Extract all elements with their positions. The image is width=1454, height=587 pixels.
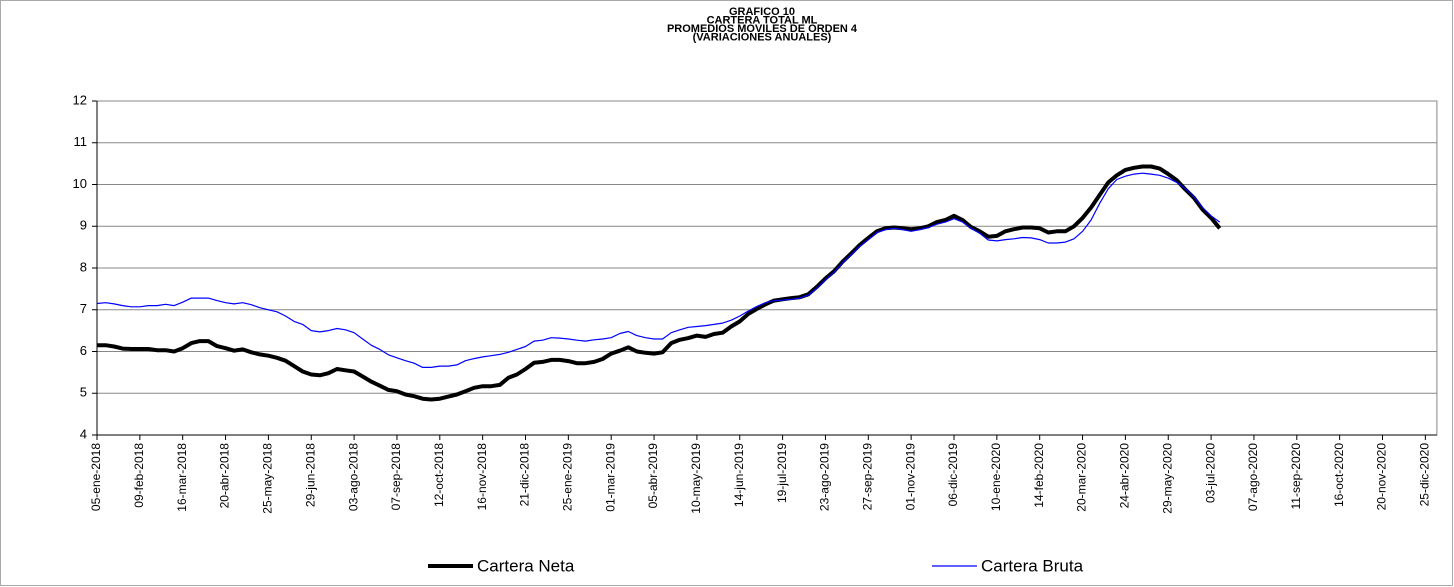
- series-line: [96, 172, 1221, 368]
- x-tick-label: 20-mar-2020: [1075, 443, 1089, 512]
- y-tick-label: 7: [80, 301, 87, 316]
- x-tick-label: 23-ago-2019: [818, 443, 832, 511]
- series-line: [97, 164, 1222, 402]
- y-tick-label: 9: [80, 218, 87, 233]
- x-tick-label: 03-ago-2018: [346, 443, 360, 511]
- x-tick-label: 16-nov-2018: [475, 443, 489, 511]
- y-tick-label: 8: [80, 259, 87, 274]
- x-tick-label: 25-may-2018: [261, 443, 275, 514]
- chart-title: CARTERA TOTAL ML: [707, 14, 818, 26]
- x-tick-label: 25-ene-2019: [561, 443, 575, 511]
- x-tick-label: 29-may-2020: [1160, 443, 1174, 514]
- chart-title: GRAFICO 10: [729, 6, 795, 18]
- x-tick-label: 20-abr-2018: [218, 443, 232, 509]
- chart-title: PROMEDIOS MOVILES DE ORDEN 4: [667, 23, 858, 35]
- x-tick-label: 12-oct-2018: [432, 443, 446, 507]
- y-tick-label: 5: [80, 385, 87, 400]
- x-tick-label: 01-nov-2019: [903, 443, 917, 511]
- legend-label: Cartera Bruta: [981, 556, 1084, 575]
- x-tick-label: 14-jun-2019: [732, 443, 746, 507]
- x-tick-label: 03-jul-2020: [1203, 443, 1217, 503]
- x-tick-label: 10-ene-2020: [989, 443, 1003, 511]
- chart-title: (VARIACIONES ANUALES): [693, 31, 832, 43]
- y-tick-label: 11: [74, 134, 88, 149]
- y-tick-label: 6: [80, 343, 87, 358]
- x-tick-label: 16-mar-2018: [175, 443, 189, 512]
- x-tick-label: 21-dic-2018: [518, 443, 532, 507]
- x-tick-label: 05-ene-2018: [89, 443, 103, 511]
- x-tick-label: 11-sep-2020: [1289, 443, 1303, 510]
- x-tick-label: 16-oct-2020: [1332, 443, 1346, 507]
- x-tick-label: 20-nov-2020: [1375, 443, 1389, 511]
- x-tick-label: 06-dic-2019: [946, 443, 960, 507]
- x-tick-label: 27-sep-2019: [860, 443, 874, 511]
- x-tick-label: 09-feb-2018: [132, 443, 146, 508]
- x-tick-label: 14-feb-2020: [1032, 443, 1046, 508]
- x-tick-label: 10-may-2019: [689, 443, 703, 514]
- x-tick-label: 07-sep-2018: [389, 443, 403, 511]
- x-tick-label: 29-jun-2018: [303, 443, 317, 507]
- x-tick-label: 07-ago-2020: [1246, 443, 1260, 511]
- x-tick-label: 05-abr-2019: [646, 443, 660, 509]
- y-tick-label: 10: [73, 176, 87, 191]
- x-tick-label: 01-mar-2019: [603, 443, 617, 512]
- y-tick-label: 4: [80, 426, 87, 441]
- x-tick-label: 25-dic-2020: [1418, 443, 1432, 507]
- x-tick-label: 24-abr-2020: [1118, 443, 1132, 509]
- x-tick-label: 19-jul-2019: [775, 443, 789, 503]
- y-tick-label: 12: [73, 92, 87, 107]
- legend-label: Cartera Neta: [477, 556, 575, 575]
